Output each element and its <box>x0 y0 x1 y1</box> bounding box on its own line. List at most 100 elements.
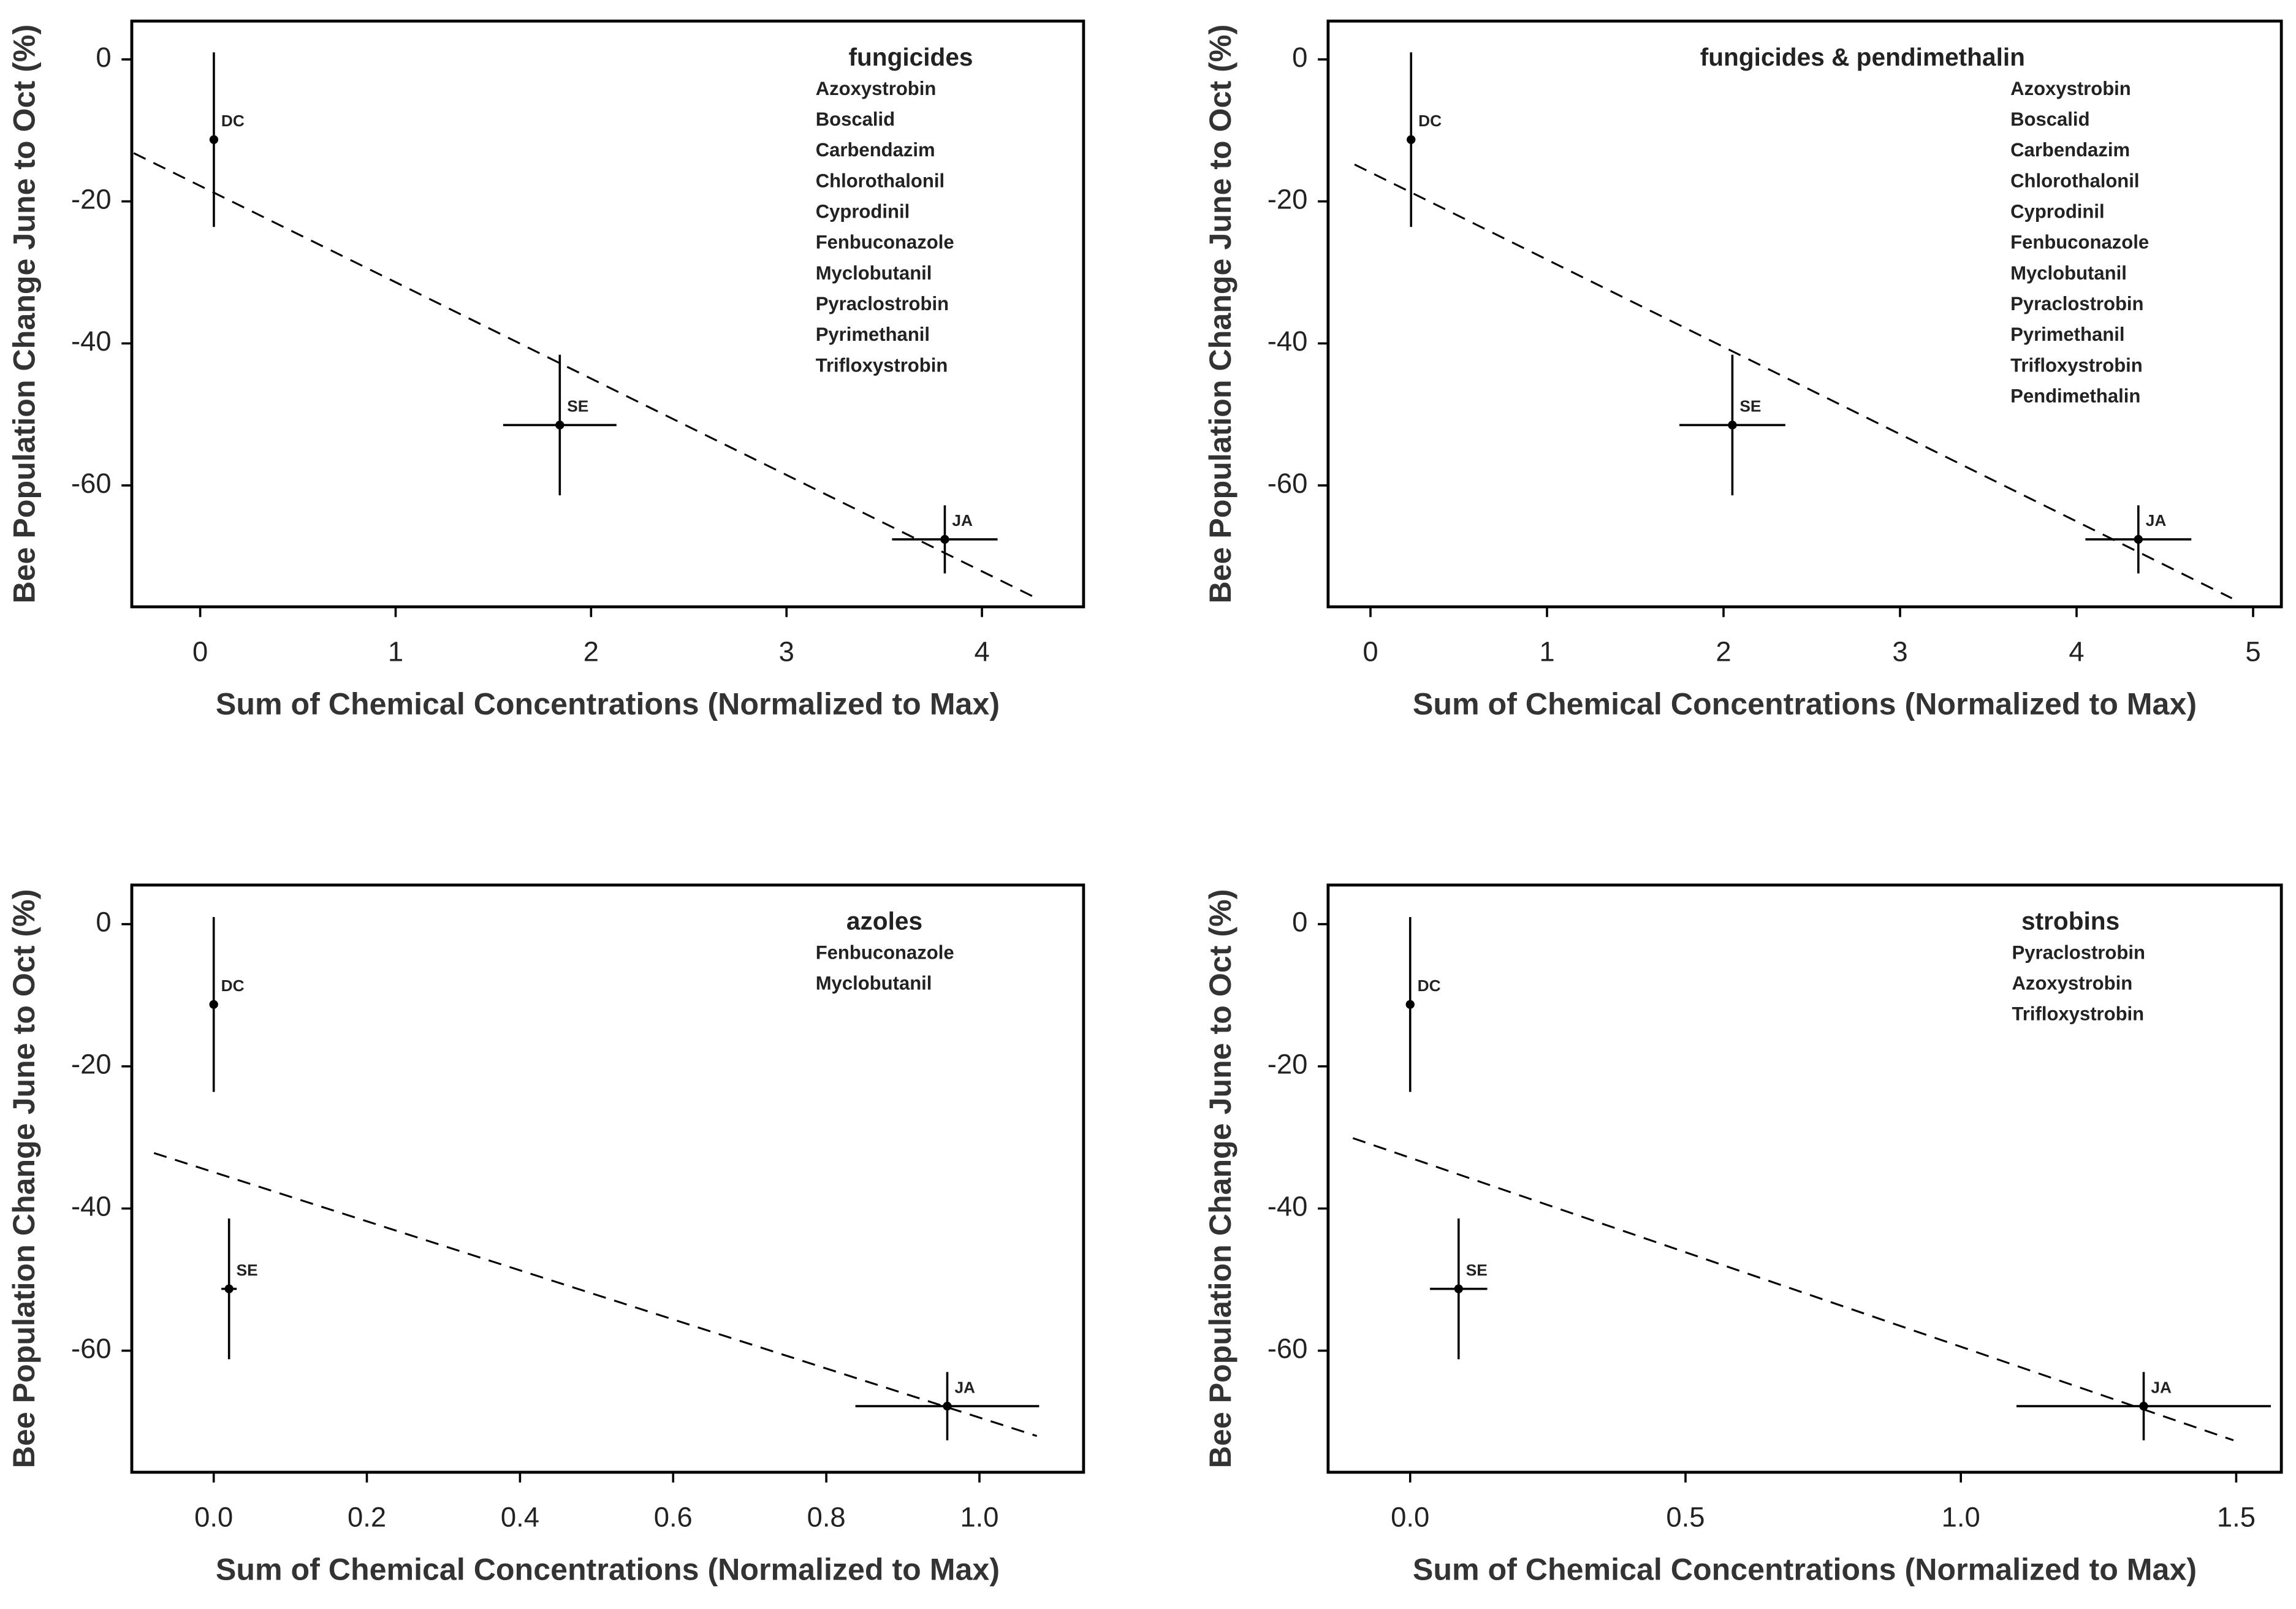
legend-entry: Pyraclostrobin <box>816 293 949 314</box>
legend-entry: Fenbuconazole <box>816 941 954 963</box>
x-tick-label: 0.0 <box>194 1501 233 1532</box>
y-tick-label: -60 <box>71 1333 112 1364</box>
y-tick-label: -20 <box>1268 1049 1308 1080</box>
legend-entry: Pendimethalin <box>2010 386 2140 407</box>
x-tick-label: 4 <box>974 636 989 667</box>
y-tick-label: 0 <box>96 42 111 73</box>
legend-entry: Chlorothalonil <box>816 170 945 191</box>
legend-entry: Pyraclostrobin <box>2012 941 2145 963</box>
point-label: DC <box>221 112 245 130</box>
x-tick-label: 0.8 <box>807 1501 846 1532</box>
x-tick-label: 0.5 <box>1666 1501 1705 1532</box>
legend-entry: Fenbuconazole <box>816 232 954 253</box>
legend-entry: Azoxystrobin <box>816 78 937 99</box>
y-tick-label: -60 <box>1268 468 1308 499</box>
y-tick-label: -20 <box>71 1049 112 1080</box>
x-tick-label: 0.4 <box>501 1501 539 1532</box>
x-tick-label: 1.5 <box>2217 1501 2256 1532</box>
point-label: JA <box>954 1378 975 1396</box>
point <box>209 135 219 144</box>
x-tick-label: 0 <box>1363 636 1378 667</box>
x-tick-label: 0 <box>192 636 208 667</box>
x-tick-label: 2 <box>1716 636 1731 667</box>
point <box>943 1401 952 1411</box>
legend-entry: Cyprodinil <box>816 201 910 223</box>
plot-frame <box>130 883 1085 1474</box>
legend-entry: Trifloxystrobin <box>2012 1003 2145 1025</box>
x-axis-label: Sum of Chemical Concentrations (Normaliz… <box>216 1553 1000 1587</box>
legend-entry: Carbendazim <box>816 139 935 161</box>
point <box>209 1000 218 1009</box>
x-tick-label: 1.0 <box>960 1501 998 1532</box>
legend-entry: Myclobutanil <box>816 262 932 284</box>
point-label: JA <box>2146 511 2167 530</box>
panel: 0.0 0.2 0.4 0.6 0.8 1.0 0 -20 -40 -60 Sum of Chemi… <box>7 883 1085 1587</box>
y-axis-label: Bee Population Change June to Oct (%) <box>7 25 41 604</box>
panel: 0 1 2 3 4 0 -20 -40 -60 Sum of Chemical Concentra… <box>7 19 1085 721</box>
y-tick-label: -60 <box>71 468 112 499</box>
legend-entry: Azoxystrobin <box>2010 78 2131 99</box>
x-axis-label: Sum of Chemical Concentrations (Normaliz… <box>1413 687 2197 721</box>
x-tick-label: 0.6 <box>654 1501 693 1532</box>
point <box>1405 1000 1415 1009</box>
legend-entry: Trifloxystrobin <box>2010 354 2143 376</box>
point-label: SE <box>1739 397 1761 416</box>
legend-entry: Fenbuconazole <box>2010 232 2149 253</box>
point <box>555 420 564 430</box>
y-tick-label: -20 <box>1268 184 1308 215</box>
y-tick-label: -60 <box>1268 1333 1308 1364</box>
y-axis-label: Bee Population Change June to Oct (%) <box>7 889 41 1469</box>
point <box>2134 534 2143 544</box>
point <box>1454 1284 1463 1293</box>
legend-entry: Myclobutanil <box>816 973 932 994</box>
y-axis-label: Bee Population Change June to Oct (%) <box>1203 25 1237 604</box>
fit-line <box>1354 163 2233 599</box>
y-tick-label: -40 <box>71 325 112 357</box>
point-label: DC <box>1418 976 1441 995</box>
fit-line <box>153 1152 1038 1437</box>
point-label: JA <box>952 511 973 530</box>
point-label: JA <box>2151 1378 2172 1396</box>
point <box>224 1284 234 1293</box>
point-label: SE <box>1466 1261 1488 1279</box>
y-tick-label: -40 <box>1268 1191 1308 1222</box>
fit-line <box>1352 1137 2234 1442</box>
legend-title: fungicides <box>848 43 973 71</box>
y-tick-label: -40 <box>1268 325 1308 357</box>
y-axis-label: Bee Population Change June to Oct (%) <box>1203 889 1237 1469</box>
x-tick-label: 3 <box>1892 636 1907 667</box>
legend-title: fungicides & pendimethalin <box>1700 43 2025 71</box>
plot-frame <box>130 19 1085 609</box>
x-tick-label: 1.0 <box>1942 1501 1980 1532</box>
plot-frame <box>1326 883 2283 1474</box>
legend-entry: Myclobutanil <box>2010 262 2127 284</box>
x-tick-label: 4 <box>2069 636 2084 667</box>
fit-line <box>133 152 1038 599</box>
point <box>1407 135 1416 144</box>
plot-frame <box>1326 19 2283 609</box>
legend-title: strobins <box>2021 907 2119 935</box>
panel: 0.0 0.5 1.0 1.5 0 -20 -40 -60 Sum of Chemical Co… <box>1203 883 2283 1587</box>
point-label: SE <box>237 1261 258 1279</box>
x-tick-label: 2 <box>584 636 599 667</box>
legend-title: azoles <box>846 907 922 935</box>
point-label: DC <box>221 976 245 995</box>
legend-entry: Boscalid <box>816 108 895 130</box>
x-tick-label: 3 <box>779 636 794 667</box>
legend-entry: Carbendazim <box>2010 139 2130 161</box>
point <box>2139 1401 2148 1411</box>
point <box>940 534 949 544</box>
x-tick-label: 0.2 <box>348 1501 386 1532</box>
point-label: DC <box>1418 112 1442 130</box>
legend-entry: Cyprodinil <box>2010 201 2105 223</box>
y-tick-label: -20 <box>71 184 112 215</box>
x-tick-label: 1 <box>388 636 403 667</box>
legend-entry: Pyrimethanil <box>816 324 930 345</box>
y-tick-label: 0 <box>1292 907 1307 938</box>
legend-entry: Trifloxystrobin <box>816 354 948 376</box>
x-tick-label: 1 <box>1539 636 1554 667</box>
y-tick-label: 0 <box>96 907 111 938</box>
point <box>1728 420 1737 430</box>
